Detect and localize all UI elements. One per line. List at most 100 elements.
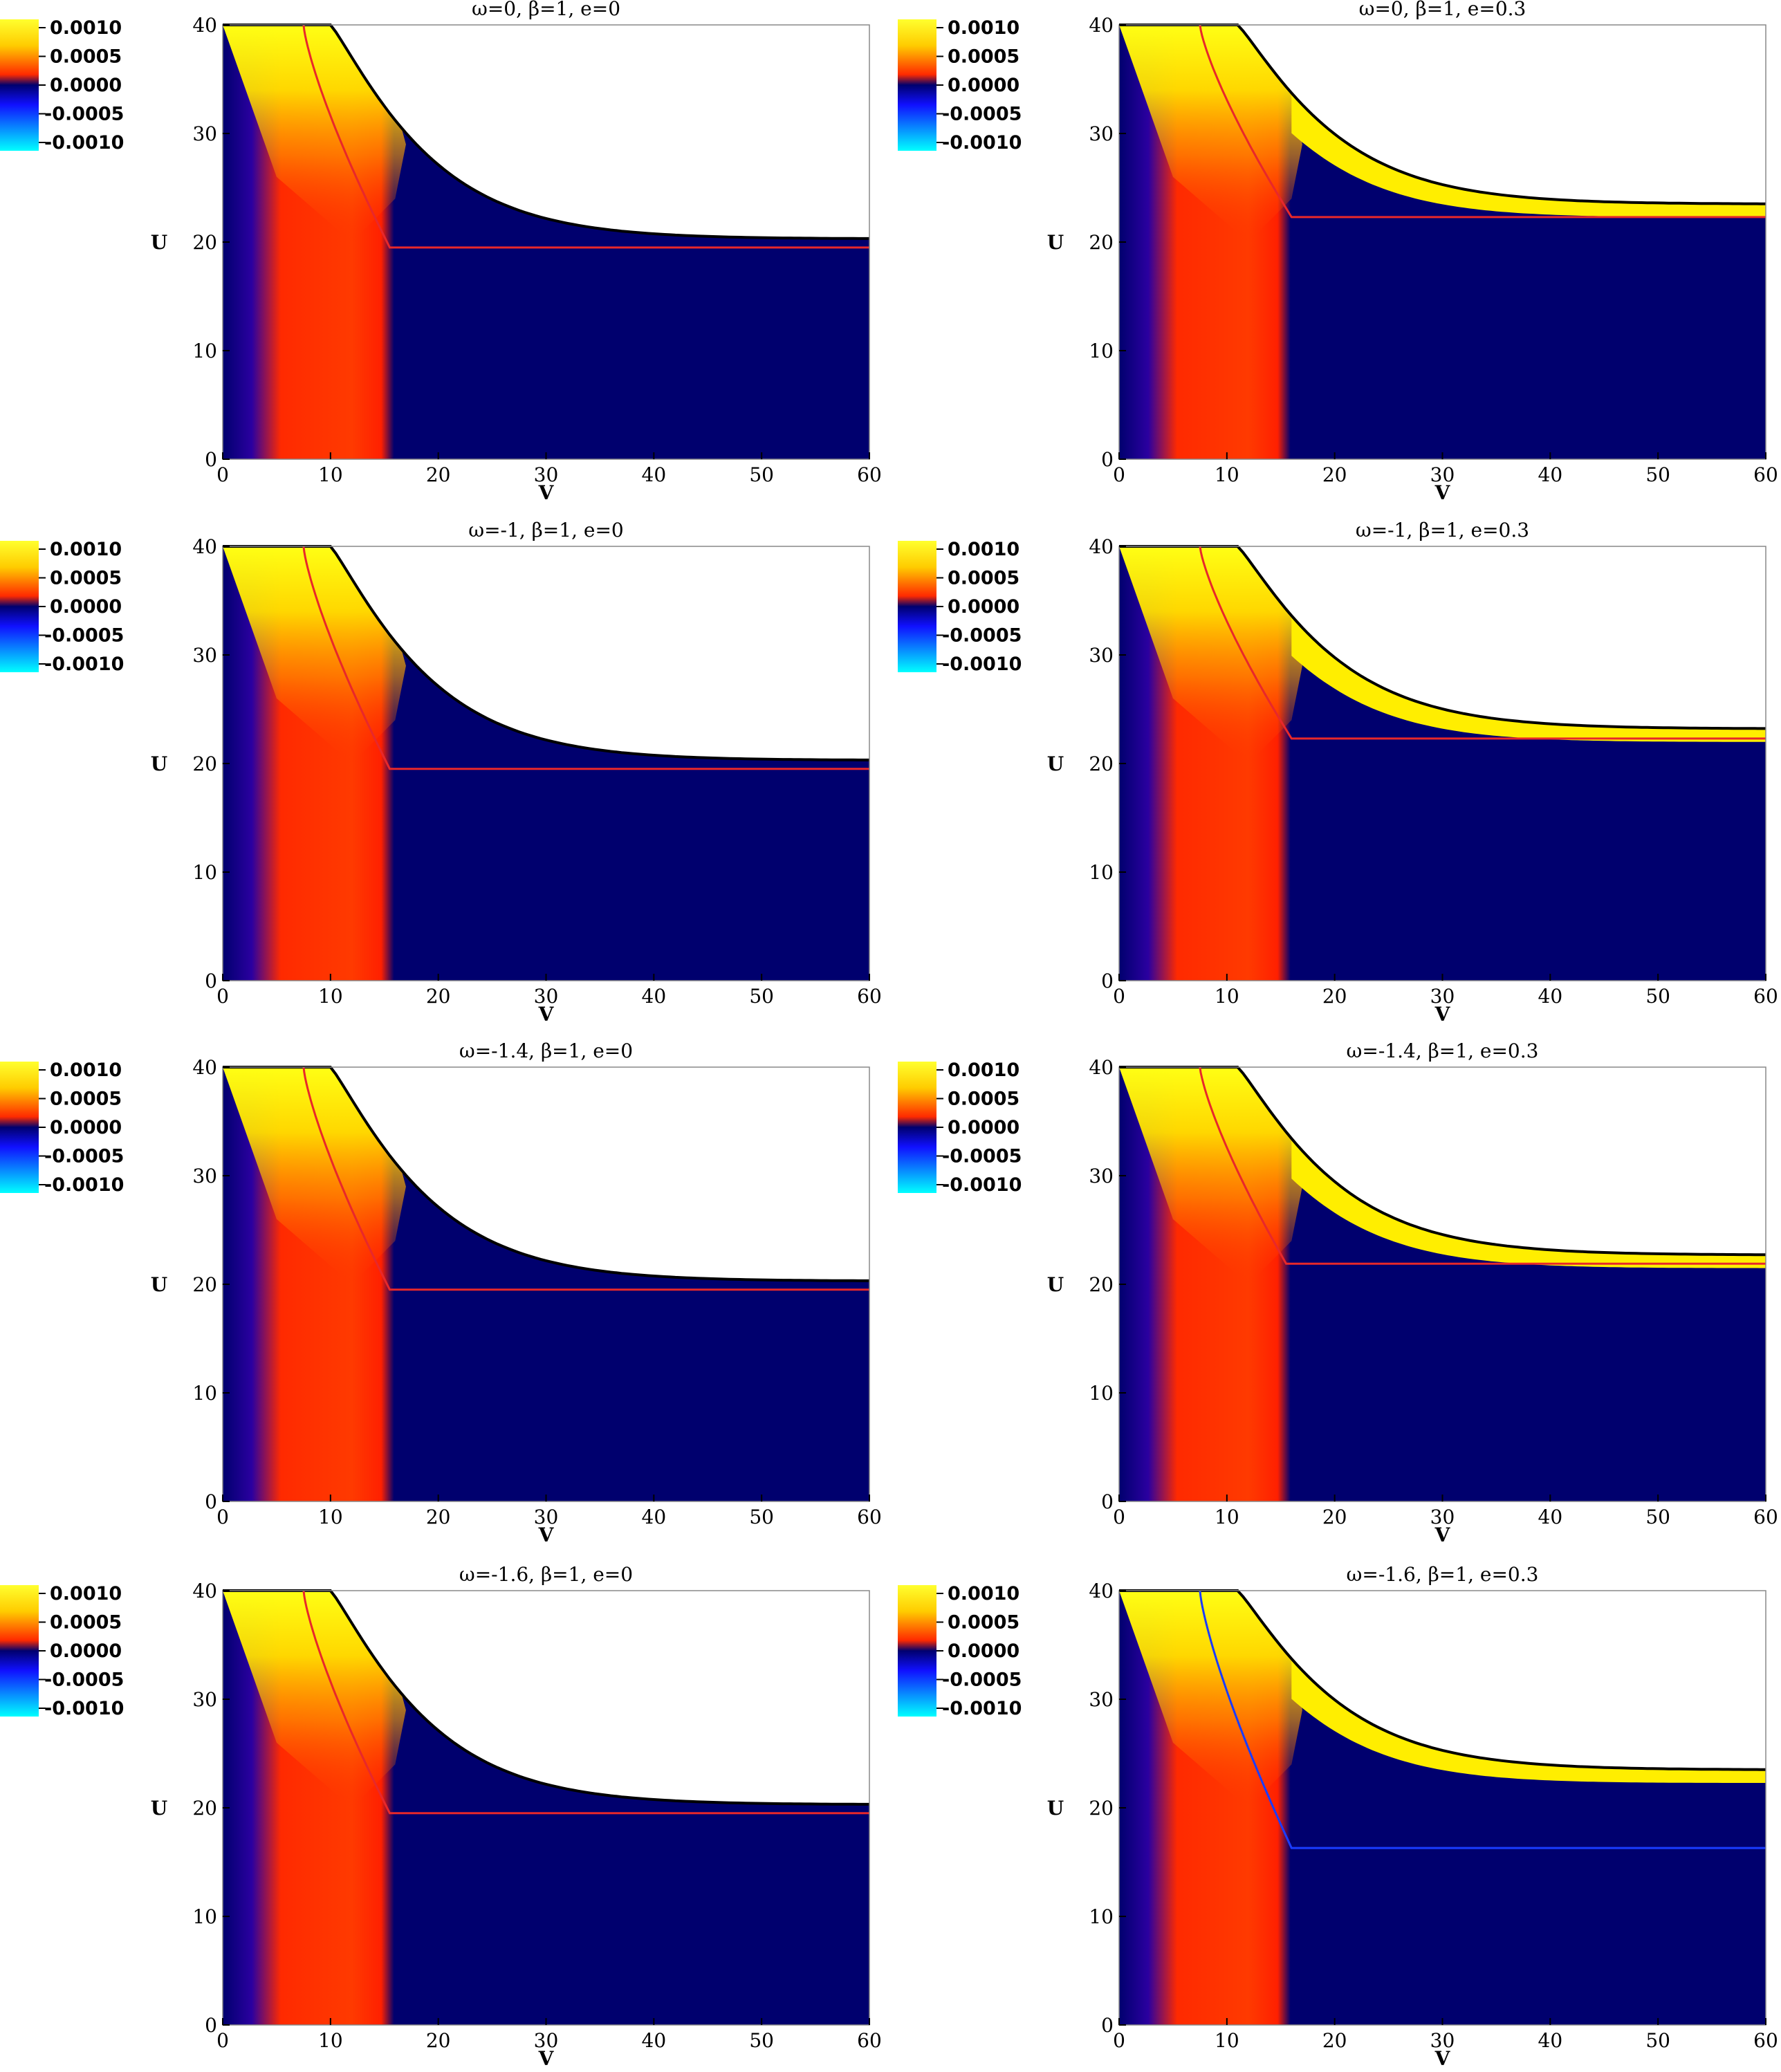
x-tick-label: 60 <box>857 985 882 1008</box>
y-tick-label: 0 <box>1101 1490 1114 1513</box>
x-tick-label: 30 <box>1430 2029 1455 2052</box>
x-tick-label: 50 <box>749 463 774 486</box>
x-tick-label: 20 <box>1322 985 1347 1008</box>
colorbar-tick-label: -0.0005 <box>942 1146 1022 1167</box>
y-axis-label: U <box>151 1273 167 1296</box>
colorbar <box>0 19 39 151</box>
colorbar-tick-label: -0.0010 <box>942 1174 1022 1196</box>
y-tick-label: 30 <box>1089 1165 1114 1187</box>
colorbar-tick-label: 0.0005 <box>50 1612 122 1634</box>
x-axis-label: V <box>538 2047 555 2070</box>
x-tick-label: 10 <box>318 985 343 1008</box>
x-tick-label: 10 <box>318 2029 343 2052</box>
colorbar-tick-label: -0.0010 <box>942 654 1022 675</box>
chart-panel-5: 0 10 20 30 40 50 60 0 10 20 30 40 V Uω=-1.4, β=1, e=0… <box>0 1039 882 1546</box>
y-tick-label: 40 <box>192 1580 217 1602</box>
colorbar-tick-label: -0.0010 <box>44 654 124 675</box>
y-axis-label: U <box>151 1797 167 1820</box>
x-tick-label: 20 <box>1322 463 1347 486</box>
field-yellow-region <box>1119 25 1302 242</box>
x-tick-label: 10 <box>1215 463 1239 486</box>
y-tick-label: 0 <box>1101 970 1114 992</box>
y-tick-label: 20 <box>1089 231 1114 254</box>
chart-title: ω=-1, β=1, e=0 <box>468 519 623 542</box>
y-axis-label: U <box>1047 752 1064 775</box>
y-tick-label: 40 <box>1089 14 1114 37</box>
chart-title: ω=0, β=1, e=0 <box>472 0 620 20</box>
x-tick-label: 30 <box>534 463 559 486</box>
x-tick-label: 40 <box>1538 2029 1563 2052</box>
colorbar-tick-label: 0.0005 <box>948 1612 1019 1634</box>
x-tick-label: 40 <box>1538 985 1563 1008</box>
x-tick-label: 50 <box>1645 463 1670 486</box>
colorbar-tick-label: 0.0005 <box>50 1089 122 1110</box>
x-tick-label: 40 <box>1538 1506 1563 1528</box>
field-yellow-layer <box>1291 1658 1766 1783</box>
chart-panel-2: 0 10 20 30 40 50 60 0 10 20 30 40 V Uω=0, β=1, e=0.3 0… <box>898 0 1778 504</box>
field-yellow-layer <box>1291 93 1766 217</box>
field <box>1119 25 1766 459</box>
y-tick-label: 0 <box>1101 2014 1114 2037</box>
x-tick-label: 50 <box>1645 985 1670 1008</box>
colorbar-tick-label: -0.0010 <box>44 1698 124 1719</box>
colorbar-tick-label: 0.0005 <box>50 568 122 589</box>
field-yellow-region <box>1119 1067 1302 1284</box>
y-tick-label: 30 <box>1089 1688 1114 1711</box>
y-tick-label: 0 <box>205 1490 217 1513</box>
x-tick-label: 30 <box>1430 1506 1455 1528</box>
x-tick-label: 10 <box>318 1506 343 1528</box>
y-tick-label: 30 <box>192 1688 217 1711</box>
x-tick-label: 50 <box>1645 2029 1670 2052</box>
chart-title: ω=0, β=1, e=0.3 <box>1359 0 1526 20</box>
colorbar-tick-label: 0.0000 <box>948 1640 1019 1662</box>
y-axis-label: U <box>1047 231 1064 254</box>
x-tick-label: 60 <box>1753 2029 1778 2052</box>
colorbar-tick-label: 0.0005 <box>948 568 1019 589</box>
colorbar <box>898 19 936 151</box>
red-curve <box>1199 546 1766 740</box>
red-curve <box>302 24 869 249</box>
y-tick-label: 40 <box>1089 1056 1114 1079</box>
colorbar-tick-label: -0.0010 <box>942 1698 1022 1719</box>
field <box>223 25 869 459</box>
x-tick-label: 0 <box>216 985 229 1008</box>
y-tick-label: 40 <box>1089 1580 1114 1602</box>
y-tick-label: 30 <box>192 644 217 667</box>
x-tick-label: 60 <box>857 1506 882 1528</box>
chart-panel-6: 0 10 20 30 40 50 60 0 10 20 30 40 V Uω=-1.4, β=1, e=0… <box>898 1039 1778 1546</box>
colorbar <box>0 541 39 672</box>
colorbar-tick-label: 0.0010 <box>948 1583 1019 1604</box>
x-tick-label: 20 <box>426 985 451 1008</box>
field <box>223 1067 869 1501</box>
chart-title: ω=-1.6, β=1, e=0.3 <box>1347 1563 1539 1586</box>
y-axis-label: U <box>1047 1797 1064 1820</box>
colorbar-tick-label: -0.0010 <box>44 1174 124 1196</box>
x-axis-label: V <box>1434 1003 1451 1026</box>
x-tick-label: 30 <box>534 2029 559 2052</box>
colorbar-tick-label: 0.0010 <box>50 539 122 560</box>
colorbar-tick-label: 0.0010 <box>948 1060 1019 1081</box>
x-tick-label: 50 <box>749 985 774 1008</box>
chart-title: ω=-1, β=1, e=0.3 <box>1356 519 1529 542</box>
field <box>1119 546 1766 981</box>
y-tick-label: 10 <box>192 1905 217 1928</box>
x-tick-label: 50 <box>749 2029 774 2052</box>
y-tick-label: 40 <box>192 1056 217 1079</box>
colorbar-tick-label: -0.0005 <box>44 1669 124 1691</box>
x-tick-label: 20 <box>1322 2029 1347 2052</box>
y-tick-label: 40 <box>1089 535 1114 558</box>
y-tick-label: 20 <box>1089 752 1114 775</box>
y-axis-label: U <box>151 752 167 775</box>
y-tick-label: 20 <box>192 752 217 775</box>
y-tick-label: 10 <box>1089 1905 1114 1928</box>
y-tick-label: 20 <box>192 1273 217 1296</box>
colorbar-tick-label: 0.0000 <box>948 1117 1019 1138</box>
y-tick-label: 20 <box>192 231 217 254</box>
field <box>223 546 869 981</box>
red-curve <box>1199 1590 1766 1849</box>
chart-panel-3: 0 10 20 30 40 50 60 0 10 20 30 40 V Uω=-1, β=1, e=0 0.… <box>0 519 882 1026</box>
x-tick-label: 40 <box>1538 463 1563 486</box>
colorbar-tick-label: -0.0005 <box>942 625 1022 647</box>
x-axis-label: V <box>1434 2047 1451 2070</box>
x-axis-label: V <box>538 1524 555 1546</box>
